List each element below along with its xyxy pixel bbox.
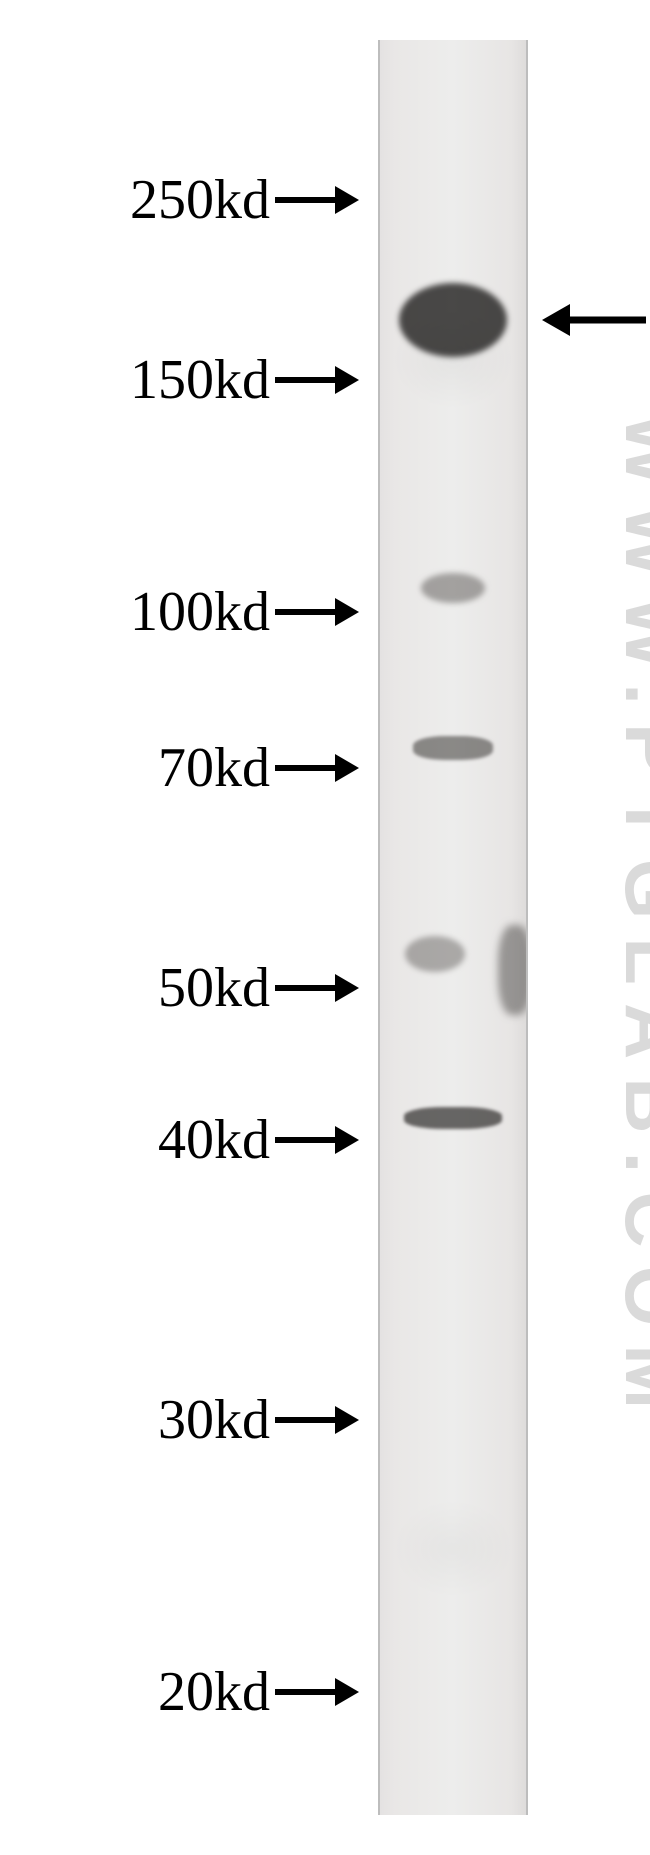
mw-label-70kd: 70kd [158,740,270,796]
arrow-head [335,1126,359,1154]
arrow-shaft [275,985,335,991]
arrow-shaft [570,317,646,324]
mw-label-150kd: 150kd [130,352,270,408]
arrow-head [335,186,359,214]
arrow-shaft [275,1689,335,1695]
mw-label-40kd: 40kd [158,1112,270,1168]
arrow-head-left [542,304,570,336]
arrow-shaft [275,1137,335,1143]
band-41kd [404,1107,502,1129]
arrow-shaft [275,1417,335,1423]
arrow-head [335,366,359,394]
band-main-target [399,283,507,357]
arrow-shaft [275,765,335,771]
mw-arrow-50kd [275,985,355,991]
arrow-head [335,754,359,782]
arrow-head [335,598,359,626]
mw-arrow-20kd [275,1689,355,1695]
watermark-text: WWW.PTGLAB.COM [607,413,650,1428]
band-70kd [413,736,493,760]
mw-label-50kd: 50kd [158,960,270,1016]
arrow-head [335,974,359,1002]
mw-arrow-100kd [275,609,355,615]
mw-arrow-150kd [275,377,355,383]
arrow-shaft [275,609,335,615]
mw-label-30kd: 30kd [158,1392,270,1448]
blot-lane [378,40,528,1815]
mw-label-20kd: 20kd [158,1664,270,1720]
mw-label-100kd: 100kd [130,584,270,640]
mw-arrow-30kd [275,1417,355,1423]
band-50kd [405,936,465,972]
western-blot-figure: WWW.PTGLAB.COM 250kd 150kd 100kd 70kd 50… [0,0,650,1855]
mw-arrow-40kd [275,1137,355,1143]
arrow-shaft [275,377,335,383]
mw-arrow-250kd [275,197,355,203]
mw-arrow-70kd [275,765,355,771]
target-band-arrow [546,316,646,324]
band-100kd [421,573,485,603]
mw-label-250kd: 250kd [130,172,270,228]
edge-smudge-50kd [498,925,528,1015]
arrow-head [335,1678,359,1706]
arrow-shaft [275,197,335,203]
arrow-head [335,1406,359,1434]
